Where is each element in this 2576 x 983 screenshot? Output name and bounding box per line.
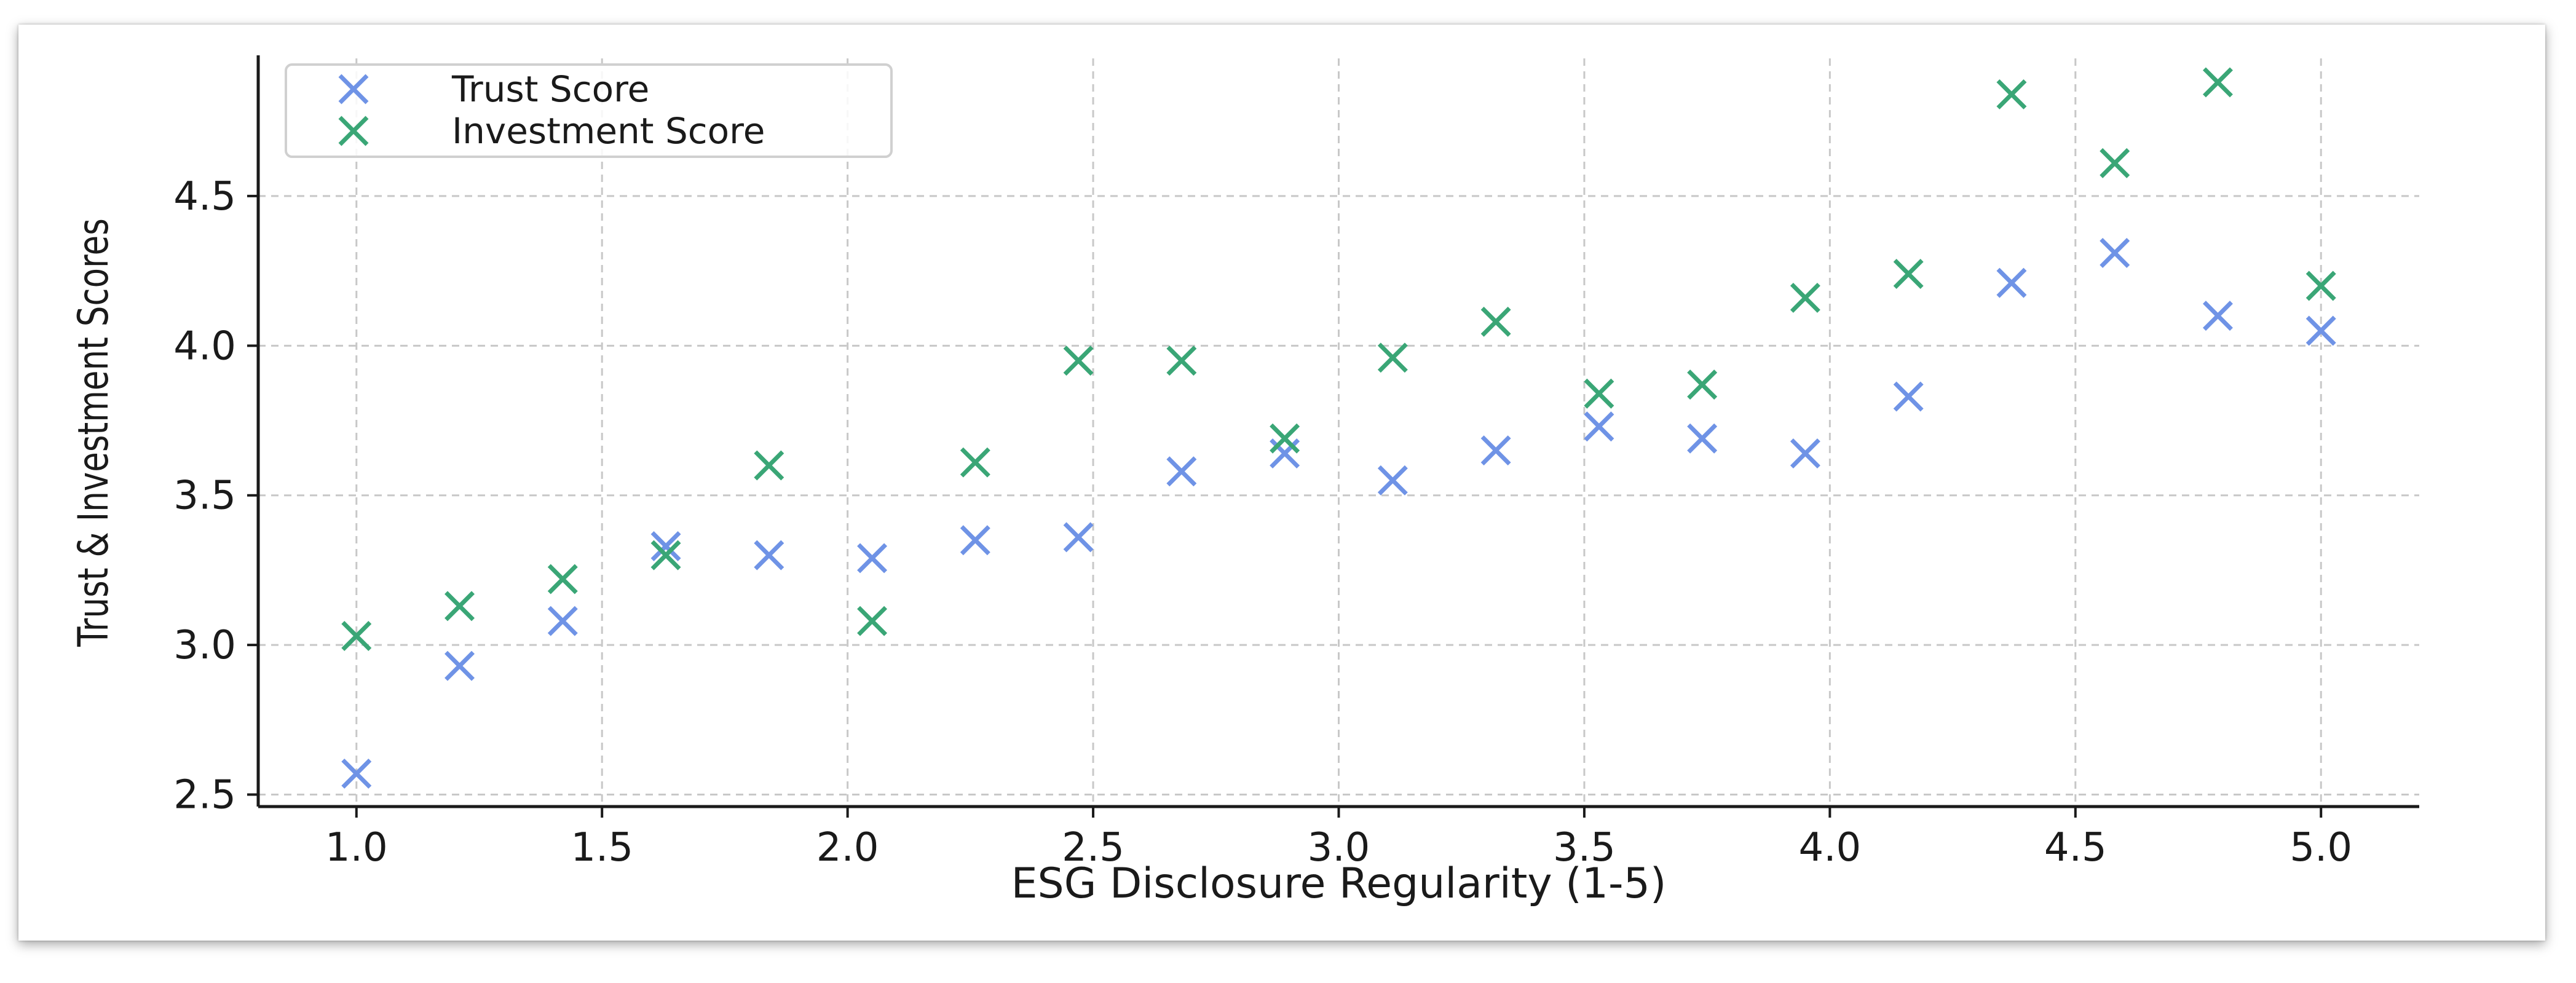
trust-score-point — [1377, 465, 1408, 495]
legend-label-trust-score: Trust Score — [451, 68, 649, 110]
trust-score-point — [1063, 522, 1094, 553]
y-tick-label: 3.5 — [173, 473, 236, 519]
investment-score-point — [1790, 282, 1820, 313]
y-axis-label: Trust & Investment Scores — [69, 218, 118, 647]
x-tick-label: 3.0 — [1308, 825, 1370, 870]
investment-score-point — [1063, 345, 1094, 376]
investment-score-point — [960, 447, 990, 478]
scatter-chart: 1.0 1.5 2.0 2.5 3.0 3.5 4.0 4.5 5.0 2.5 3.0 3.5 4.0 4… — [69, 55, 2419, 908]
legend-marker-trust-score — [338, 74, 369, 105]
x-tick-label: 2.0 — [816, 825, 879, 870]
trust-score-point — [1996, 267, 2027, 298]
investment-score-point — [1687, 369, 1718, 400]
legend-marker-investment-score — [338, 116, 369, 146]
trust-score-point — [341, 758, 372, 789]
trust-score-point — [754, 540, 784, 570]
trust-score-point — [1790, 438, 1820, 469]
x-tick-label: 1.0 — [325, 825, 388, 870]
investment-score-point — [857, 606, 888, 636]
trust-score-point — [857, 543, 888, 574]
x-tick-label: 3.5 — [1553, 825, 1616, 870]
y-tick-label: 4.5 — [173, 174, 236, 219]
chart-frame: 1.0 1.5 2.0 2.5 3.0 3.5 4.0 4.5 5.0 2.5 3.0 3.5 4.0 4… — [18, 25, 2545, 941]
x-axis-label: ESG Disclosure Regularity (1-5) — [1011, 859, 1667, 908]
investment-score-point — [547, 564, 578, 594]
legend-box — [285, 63, 893, 158]
trust-score-point — [547, 606, 578, 636]
trust-score-point — [650, 531, 681, 561]
y-tick-label: 3.0 — [173, 623, 236, 668]
trust-score-point — [1166, 456, 1197, 487]
trust-score-point — [1270, 438, 1300, 469]
trust-score-point — [2202, 301, 2233, 331]
trust-score-point — [1480, 435, 1511, 466]
x-tick-label: 2.5 — [1062, 825, 1124, 870]
investment-score-point — [754, 450, 784, 481]
trust-score-point — [2100, 237, 2130, 268]
investment-score-point — [1893, 259, 1924, 289]
x-tick-label: 1.5 — [571, 825, 633, 870]
trust-score-point — [2305, 315, 2336, 346]
investment-score-point — [650, 540, 681, 570]
investment-score-point — [1377, 342, 1408, 373]
investment-score-point — [1480, 306, 1511, 337]
trust-score-point — [1687, 423, 1718, 454]
investment-score-point — [2202, 67, 2233, 98]
investment-score-point — [2100, 148, 2130, 178]
investment-score-point — [1270, 423, 1300, 454]
y-tick-label: 2.5 — [173, 773, 236, 818]
investment-score-point — [1584, 378, 1614, 409]
x-tick-label: 4.5 — [2044, 825, 2107, 870]
investment-score-point — [341, 621, 372, 651]
x-tick-label: 4.0 — [1798, 825, 1861, 870]
x-tick-label: 5.0 — [2290, 825, 2352, 870]
investment-score-point — [2305, 270, 2336, 301]
investment-score-point — [444, 591, 475, 622]
trust-score-point — [960, 525, 990, 556]
investment-score-point — [1996, 79, 2027, 109]
trust-score-point — [1584, 411, 1614, 442]
legend-label-investment-score: Investment Score — [452, 110, 765, 152]
trust-score-point — [444, 650, 475, 681]
y-tick-label: 4.0 — [173, 323, 236, 369]
investment-score-point — [1166, 345, 1197, 376]
trust-score-point — [1893, 381, 1924, 412]
